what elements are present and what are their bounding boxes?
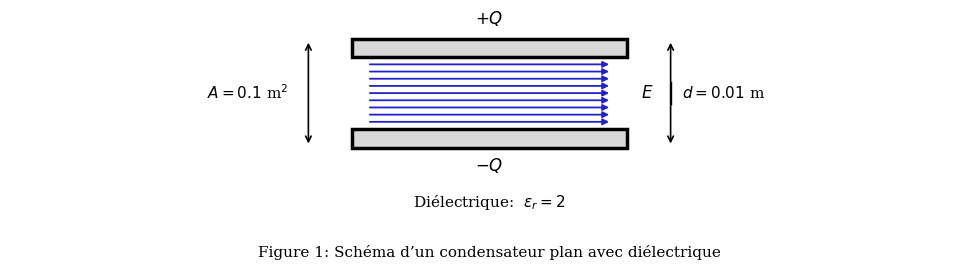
Text: $E$: $E$ (640, 85, 652, 102)
Text: $A = 0.1$ m$^2$: $A = 0.1$ m$^2$ (207, 84, 289, 102)
Text: $-Q$: $-Q$ (475, 156, 503, 174)
Text: $+Q$: $+Q$ (475, 9, 503, 28)
Bar (352, 129, 626, 148)
Bar (352, 39, 626, 57)
Text: Figure 1: Schéma d’un condensateur plan avec diélectrique: Figure 1: Schéma d’un condensateur plan … (258, 245, 720, 260)
Text: $d = 0.01$ m: $d = 0.01$ m (682, 85, 765, 101)
Text: Diélectrique:  $\epsilon_r = 2$: Diélectrique: $\epsilon_r = 2$ (413, 193, 565, 212)
